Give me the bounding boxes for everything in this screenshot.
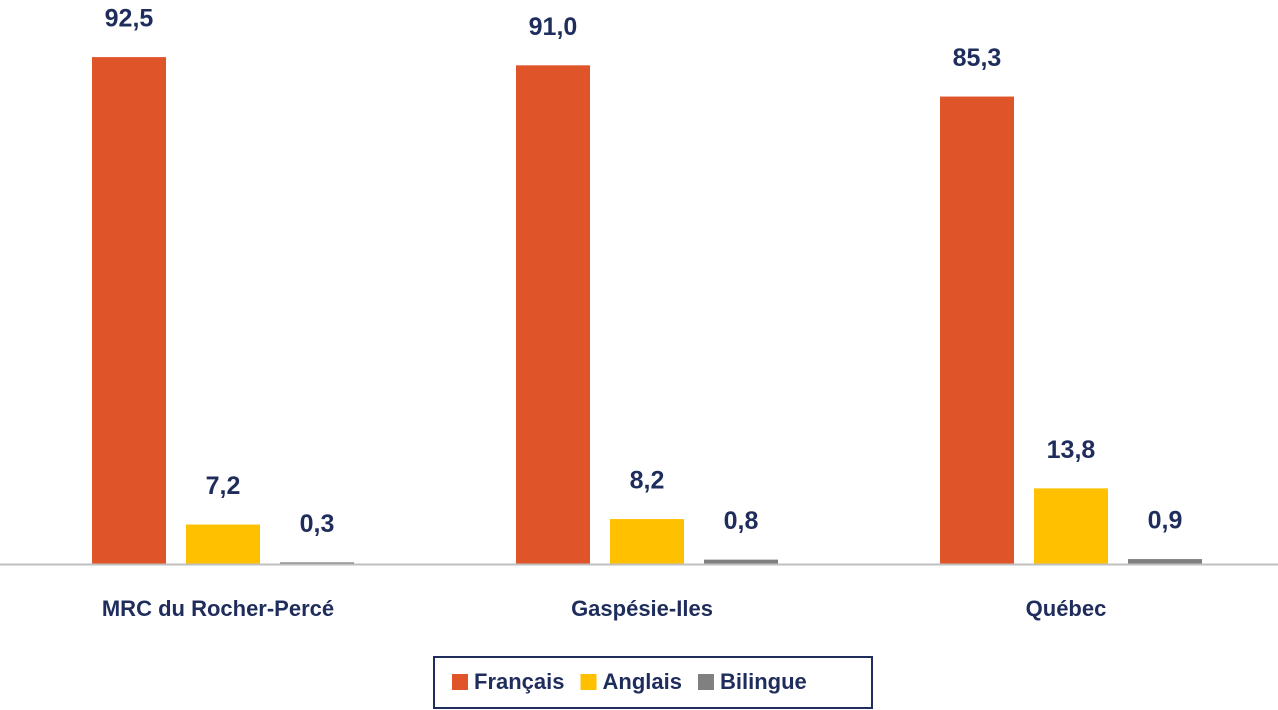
bar xyxy=(516,65,590,564)
value-label: 7,2 xyxy=(206,472,241,500)
bar xyxy=(610,519,684,564)
bar xyxy=(1034,488,1108,564)
bar xyxy=(92,57,166,564)
value-label: 8,2 xyxy=(630,467,665,495)
legend-label: Anglais xyxy=(603,669,682,694)
bar xyxy=(280,562,354,564)
bar xyxy=(1128,559,1202,564)
value-label: 92,5 xyxy=(105,5,154,33)
x-tick-label: Québec xyxy=(1026,596,1107,621)
bar xyxy=(940,96,1014,564)
legend-label: Français xyxy=(474,669,565,694)
legend-label: Bilingue xyxy=(720,669,807,694)
legend-swatch xyxy=(580,674,597,690)
bar xyxy=(704,559,778,564)
value-label: 85,3 xyxy=(953,44,1002,72)
x-tick-label: Gaspésie-Iles xyxy=(571,596,713,621)
value-label: 0,3 xyxy=(300,510,335,538)
legend-swatch xyxy=(697,674,714,690)
legend-swatch xyxy=(452,674,468,690)
value-label: 0,8 xyxy=(724,507,759,535)
value-label: 91,0 xyxy=(529,13,578,41)
bar xyxy=(186,524,260,564)
x-tick-label: MRC du Rocher-Percé xyxy=(102,596,334,621)
legend-box xyxy=(433,656,873,709)
value-label: 13,8 xyxy=(1047,436,1096,464)
value-label: 0,9 xyxy=(1148,507,1183,535)
